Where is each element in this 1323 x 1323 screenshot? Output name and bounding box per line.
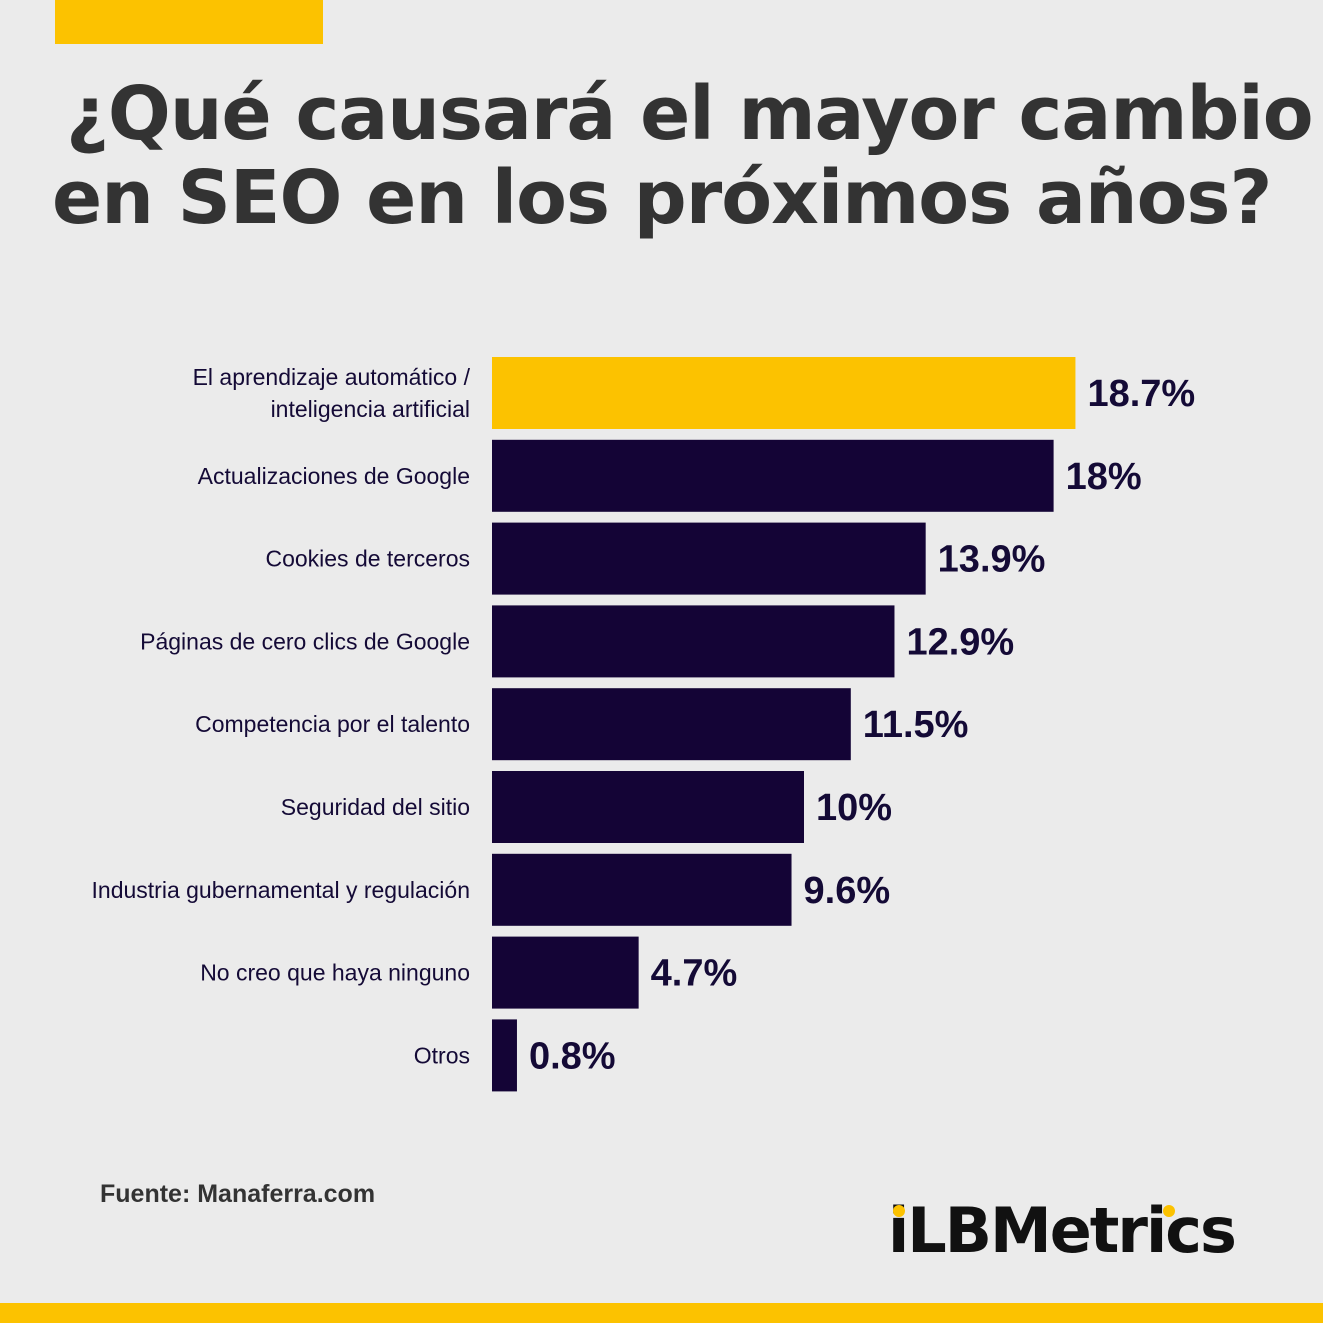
logo-dot-icon [1163,1205,1175,1217]
category-label-1: Actualizaciones de Google [198,463,470,489]
bar-5 [492,771,804,843]
value-label-6: 9.6% [804,870,891,912]
bar-4 [492,688,851,761]
category-label-7: No creo que haya ninguno [200,960,470,986]
value-label-2: 13.9% [938,539,1046,581]
brand-logo: iLBMetrics [888,1194,1237,1267]
category-label-2: Cookies de terceros [265,546,470,572]
bar-2 [492,522,926,595]
bottom-accent-bar [0,1303,1323,1323]
chart-title-line-2: en SEO en los próximos años? [52,155,1272,241]
value-label-1: 18% [1066,456,1142,498]
category-label-0-line-1: inteligencia artificial [271,396,470,422]
value-label-8: 0.8% [529,1035,616,1077]
bar-8 [492,1019,517,1092]
bar-6 [492,853,792,926]
logo-dot-icon [893,1205,905,1217]
category-label-4: Competencia por el talento [195,711,470,737]
value-label-0: 18.7% [1087,373,1195,415]
bar-3 [492,605,895,678]
category-label-3: Páginas de cero clics de Google [140,628,470,654]
source-note: Fuente: Manaferra.com [100,1180,376,1208]
top-accent-bar [55,0,323,44]
category-label-6: Industria gubernamental y regulación [92,877,470,903]
bar-1 [492,439,1054,512]
bar-0 [492,357,1076,429]
value-label-5: 10% [816,787,892,829]
category-label-0-line-0: El aprendizaje automático / [193,364,471,390]
category-label-8: Otros [414,1042,470,1068]
category-label-5: Seguridad del sitio [281,794,470,820]
value-label-7: 4.7% [651,953,738,995]
bar-chart: 18.7% El aprendizaje automático / intelige… [92,357,1195,1092]
value-label-4: 11.5% [863,704,969,746]
chart-title-line-1: ¿Qué causará el mayor cambio [66,71,1314,157]
bar-7 [492,936,639,1009]
chart-title: ¿Qué causará el mayor cambio en SEO en l… [52,71,1314,241]
value-label-3: 12.9% [906,621,1014,663]
